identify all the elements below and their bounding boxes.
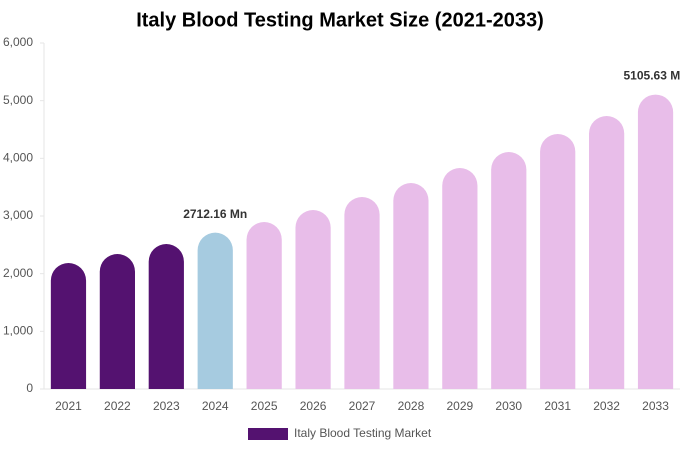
bar (295, 210, 331, 389)
chart-title: Italy Blood Testing Market Size (2021-20… (136, 9, 544, 31)
bar (442, 168, 478, 389)
x-tick-label: 2031 (544, 399, 571, 413)
legend-swatch (248, 428, 288, 440)
x-tick-label: 2023 (153, 399, 180, 413)
value-label: 5105.63 Mn (624, 69, 680, 83)
y-tick-label: 3,000 (3, 208, 33, 222)
y-tick-label: 4,000 (3, 151, 33, 165)
value-label: 2712.16 Mn (183, 207, 247, 221)
y-tick-label: 2,000 (3, 266, 33, 280)
y-tick-label: 0 (26, 381, 33, 395)
bar (148, 244, 184, 389)
x-tick-label: 2033 (642, 399, 669, 413)
bar (99, 254, 135, 389)
y-tick-label: 6,000 (3, 35, 33, 49)
x-tick-label: 2029 (446, 399, 473, 413)
bar (637, 94, 674, 389)
y-tick-label: 5,000 (3, 93, 33, 107)
bar (344, 197, 380, 389)
x-tick-label: 2030 (495, 399, 522, 413)
x-tick-label: 2024 (202, 399, 229, 413)
bar (197, 232, 233, 389)
x-tick-label: 2026 (300, 399, 327, 413)
bar (246, 222, 282, 389)
x-tick-label: 2027 (349, 399, 376, 413)
x-tick-label: 2022 (104, 399, 131, 413)
x-tick-label: 2021 (55, 399, 82, 413)
bar (50, 263, 87, 389)
legend-label: Italy Blood Testing Market (294, 426, 432, 440)
x-tick-label: 2032 (593, 399, 620, 413)
x-tick-label: 2025 (251, 399, 278, 413)
bar (589, 116, 625, 390)
bar (540, 133, 576, 389)
x-tick-label: 2028 (398, 399, 425, 413)
bar (491, 152, 527, 389)
y-tick-label: 1,000 (3, 324, 33, 338)
bar (393, 183, 429, 389)
